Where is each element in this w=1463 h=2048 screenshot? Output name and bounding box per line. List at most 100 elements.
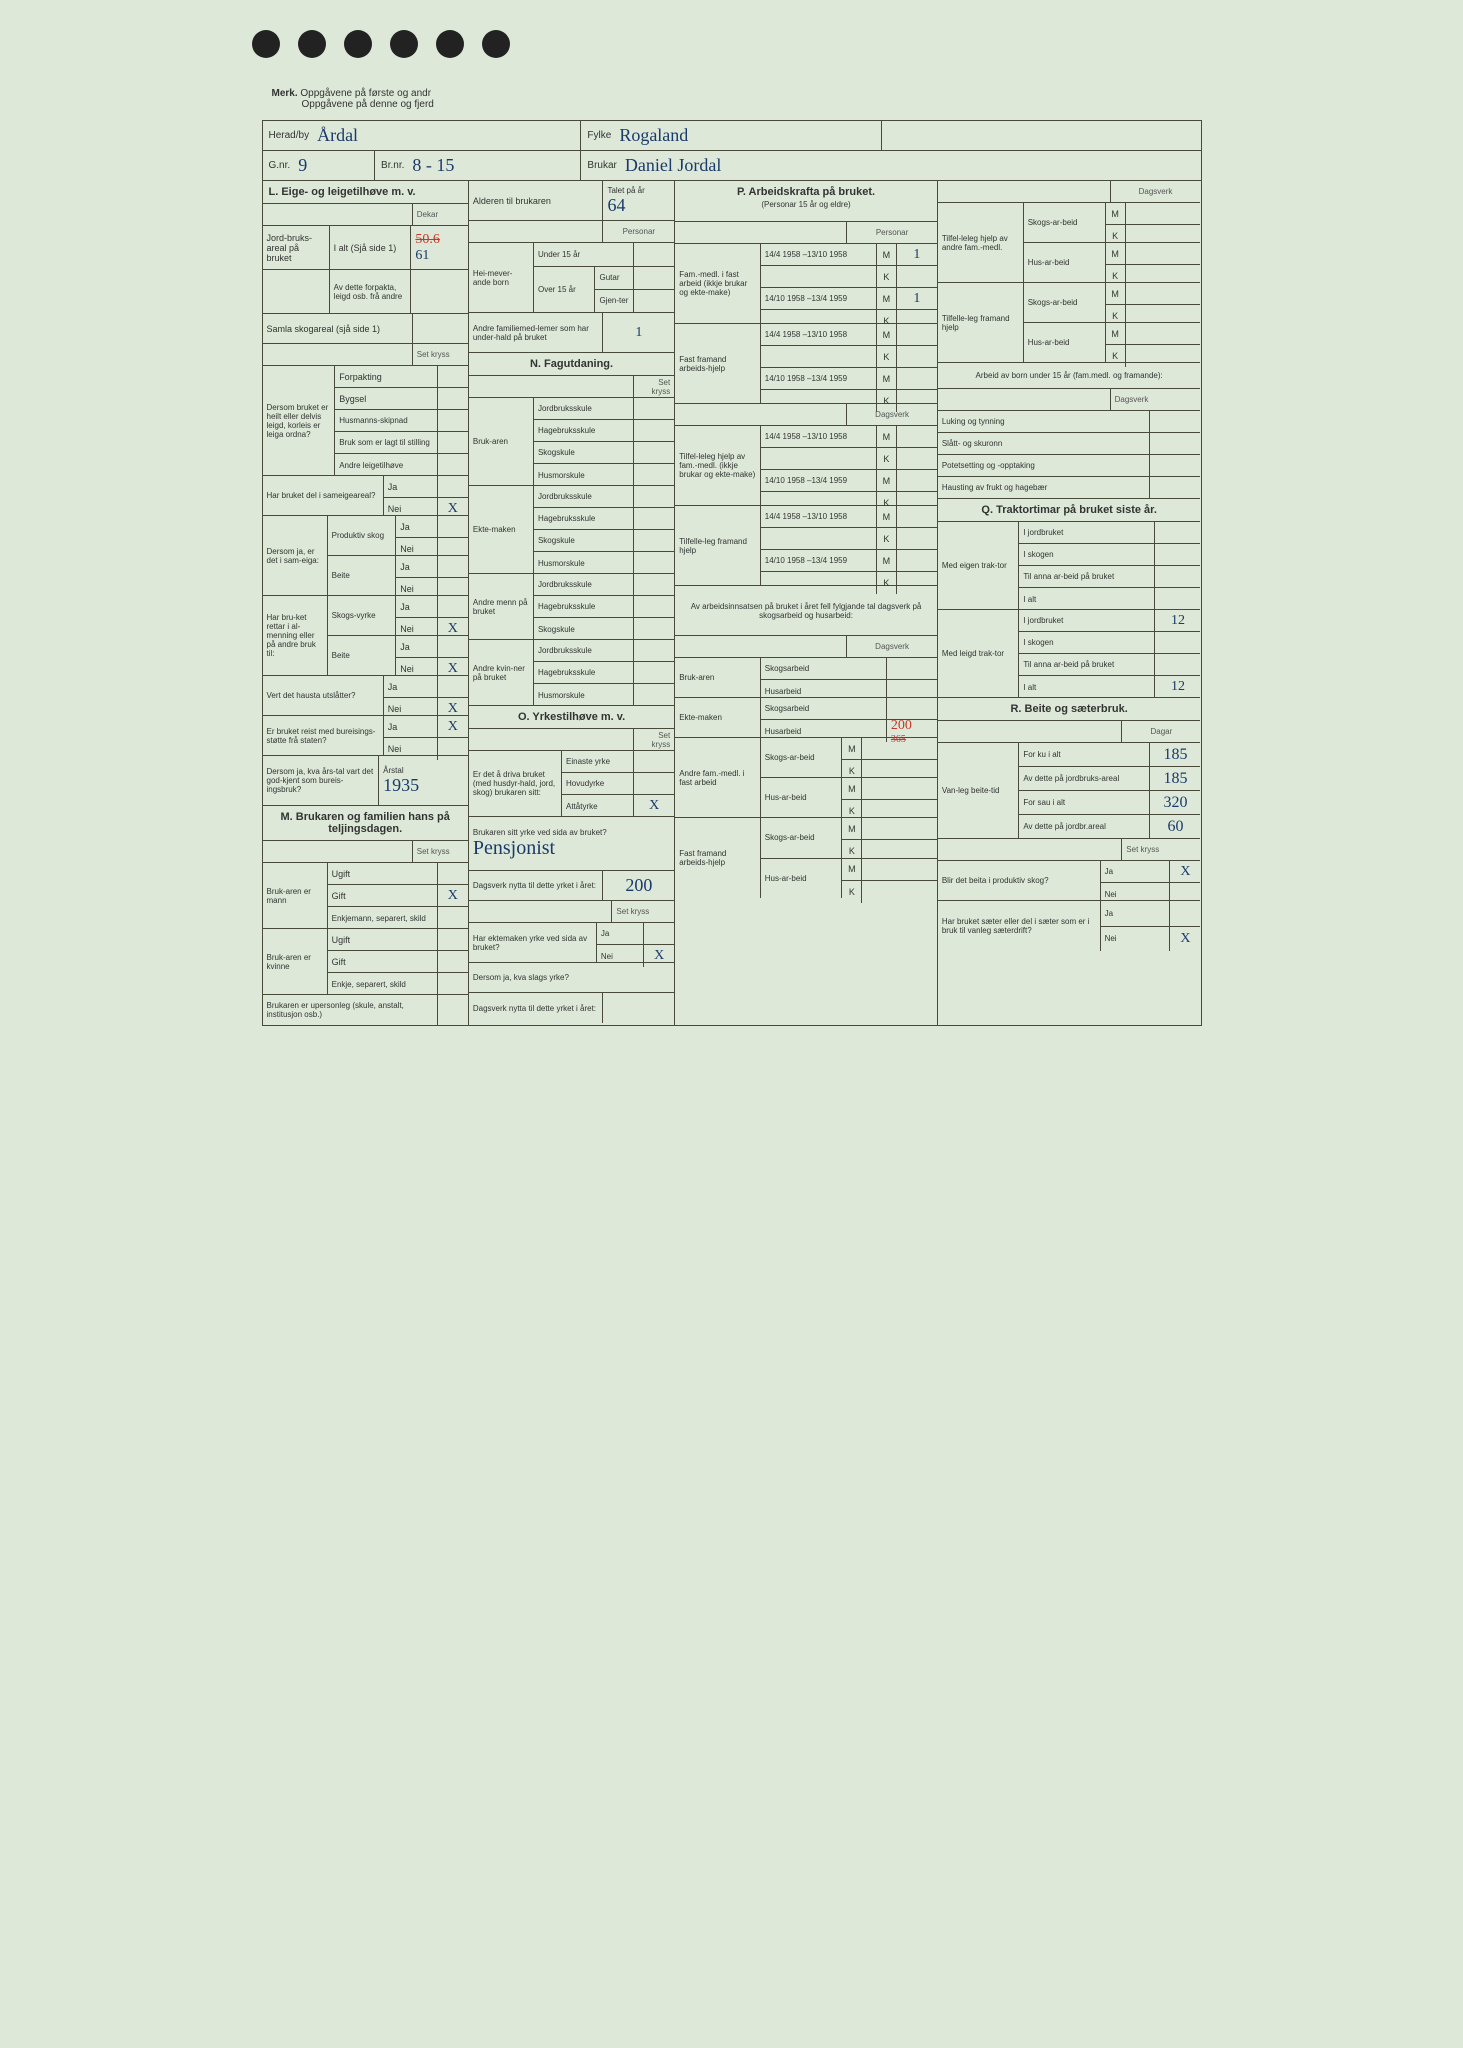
merk-text-1: Oppgåvene på første og andr <box>300 88 431 99</box>
arstal-value: 1935 <box>383 775 419 796</box>
arbeid-born: Arbeid av born under 15 år (fam.medl. og… <box>938 363 1201 388</box>
samla-skog: Samla skogareal (sjå side 1) <box>263 314 413 343</box>
pm1: M <box>877 244 897 265</box>
pm2: M <box>877 288 897 309</box>
section-M-title: M. Brukaren og familien hans på teljings… <box>263 806 468 841</box>
upersonleg: Brukaren er upersonleg (skule, anstalt, … <box>263 995 438 1025</box>
pm7: M <box>877 506 897 527</box>
skogs-ar-4: Skogs-ar-beid <box>1024 283 1106 322</box>
potet: Potetsetting og -opptaking <box>938 455 1151 476</box>
hus-ar-1: Hus-ar-beid <box>761 778 843 817</box>
ja-5: Ja <box>396 636 438 657</box>
p1d: 14/4 1958 –13/10 1958 <box>761 506 877 527</box>
for-ku-val: 185 <box>1163 746 1187 764</box>
punch-hole <box>344 30 372 58</box>
skogs-ar-3: Skogs-ar-beid <box>1024 203 1106 242</box>
med-eigen: Med eigen trak-tor <box>938 522 1019 609</box>
P-dagsverk-3: Dagsverk <box>1111 181 1201 202</box>
gift-m: Gift <box>328 885 438 906</box>
p1a: 14/4 1958 –13/10 1958 <box>761 244 877 265</box>
ialt-value: 61 <box>415 248 429 264</box>
talet-label: Talet på år <box>607 186 644 195</box>
med-leigd: Med leigd trak-tor <box>938 610 1019 697</box>
ja-3: Ja <box>396 556 438 577</box>
husmanns: Husmanns-skipnad <box>335 410 438 431</box>
x-3: X <box>448 661 458 677</box>
ja-2: Ja <box>396 516 438 537</box>
P-dagsverk-2: Dagsverk <box>847 636 937 657</box>
dekar-label: Dekar <box>413 204 468 225</box>
punch-hole <box>390 30 418 58</box>
pm16: M <box>1106 323 1126 344</box>
personar-hdr: Personar <box>603 221 674 242</box>
pk5: K <box>877 448 897 469</box>
n-jord-3: Jordbruksskule <box>534 574 634 595</box>
bruk-som: Bruk som er lagt til stilling <box>335 432 438 453</box>
ialt-label: I alt (Sjå side 1) <box>330 226 412 269</box>
atta-x: X <box>649 798 659 814</box>
col-Q-R: Dagsverk Tilfel-leleg hjelp av andre fam… <box>938 181 1201 1025</box>
pk7: K <box>877 528 897 549</box>
enkje-k: Enkje, separert, skild <box>328 973 438 995</box>
einaste: Einaste yrke <box>562 751 634 772</box>
skogs-ar-1: Skogs-ar-beid <box>761 738 843 777</box>
n-skog-1: Skogskule <box>534 442 634 463</box>
p2b: 14/10 1958 –13/4 1959 <box>761 368 877 389</box>
brukaren-kvinne: Bruk-aren er kvinne <box>263 929 328 994</box>
n-hage-2: Hagebruksskule <box>534 508 634 529</box>
av-dette-label: Av dette forpakta, leigd osb. frå andre <box>330 270 412 313</box>
merk-text-2: Oppgåvene på denne og fjerd <box>302 99 434 110</box>
section-O-title: O. Yrkestilhøve m. v. <box>469 706 674 729</box>
har-ektemaken: Har ektemaken yrke ved sida av bruket? <box>469 923 597 962</box>
forpakting: Forpakting <box>335 366 438 387</box>
n-hage-1: Hagebruksskule <box>534 420 634 441</box>
beite-2: Beite <box>328 636 397 675</box>
P-brukaren: Bruk-aren <box>675 658 761 697</box>
skogs-1: Skogsarbeid <box>761 658 887 679</box>
fast-framand-2: Fast framand arbeids-hjelp <box>675 818 761 898</box>
blir-beita: Blir det beita i produktiv skog? <box>938 861 1101 900</box>
N-andre-menn: Andre menn på bruket <box>469 574 534 639</box>
form-body: L. Eige- og leigetilhøve m. v. Dekar Jor… <box>262 181 1202 1026</box>
set-kryss-O2: Set kryss <box>612 901 674 922</box>
vert-hausta: Vert det hausta utslåtter? <box>263 676 384 715</box>
atta: Attåtyrke <box>562 795 634 817</box>
for-sau: For sau i alt <box>1019 791 1150 814</box>
n-husmor-4: Husmorskule <box>534 684 634 706</box>
pm8: M <box>877 550 897 571</box>
set-kryss-N: Set kryss <box>634 376 674 397</box>
alder-label: Alderen til brukaren <box>469 181 604 220</box>
har-bruket-del: Har bruket del i sameigeareal? <box>263 476 384 515</box>
herad-label: Herad/by <box>269 130 310 141</box>
produktiv-skog: Produktiv skog <box>328 516 397 555</box>
pk12: K <box>842 881 862 903</box>
hus-ar-4: Hus-ar-beid <box>1024 323 1106 362</box>
ja-4: Ja <box>396 596 438 617</box>
col-L-M: L. Eige- og leigetilhøve m. v. Dekar Jor… <box>263 181 469 1025</box>
gnr-label: G.nr. <box>269 160 291 171</box>
brukaren-mann: Bruk-aren er mann <box>263 863 328 928</box>
p1b: 14/4 1958 –13/10 1958 <box>761 324 877 345</box>
brukar-value: Daniel Jordal <box>625 155 721 176</box>
punch-hole <box>252 30 280 58</box>
yrke-value: Pensjonist <box>473 837 555 860</box>
fylke-label: Fylke <box>587 130 611 141</box>
jordbruksareal-label: Jord-bruks-areal på bruket <box>263 226 330 269</box>
q-jord-1: I jordbruket <box>1019 522 1155 543</box>
slatt: Slått- og skuronn <box>938 433 1151 454</box>
herad-value: Årdal <box>317 125 358 146</box>
q-val-jord: 12 <box>1171 613 1185 629</box>
P-personar: Personar <box>847 222 937 243</box>
ja-1: Ja <box>384 476 438 497</box>
q-val-ialt: 12 <box>1171 679 1185 695</box>
q-ialt-2: I alt <box>1019 676 1155 698</box>
dagsverk2: Dagsverk nytta til dette yrket i året: <box>469 993 604 1023</box>
x-4: X <box>448 701 458 717</box>
for-ku: For ku i alt <box>1019 743 1150 766</box>
dagsverk-value: 200 <box>625 875 652 896</box>
fam-medl: Fam.-medl. i fast arbeid (ikkje brukar o… <box>675 244 761 323</box>
skogs-ar-2: Skogs-ar-beid <box>761 818 843 858</box>
brukaren-sitt: Brukaren sitt yrke ved sida av bruket? <box>473 828 607 837</box>
section-Q-title: Q. Traktortimar på bruket siste år. <box>938 499 1201 522</box>
bygsel: Bygsel <box>335 388 438 409</box>
